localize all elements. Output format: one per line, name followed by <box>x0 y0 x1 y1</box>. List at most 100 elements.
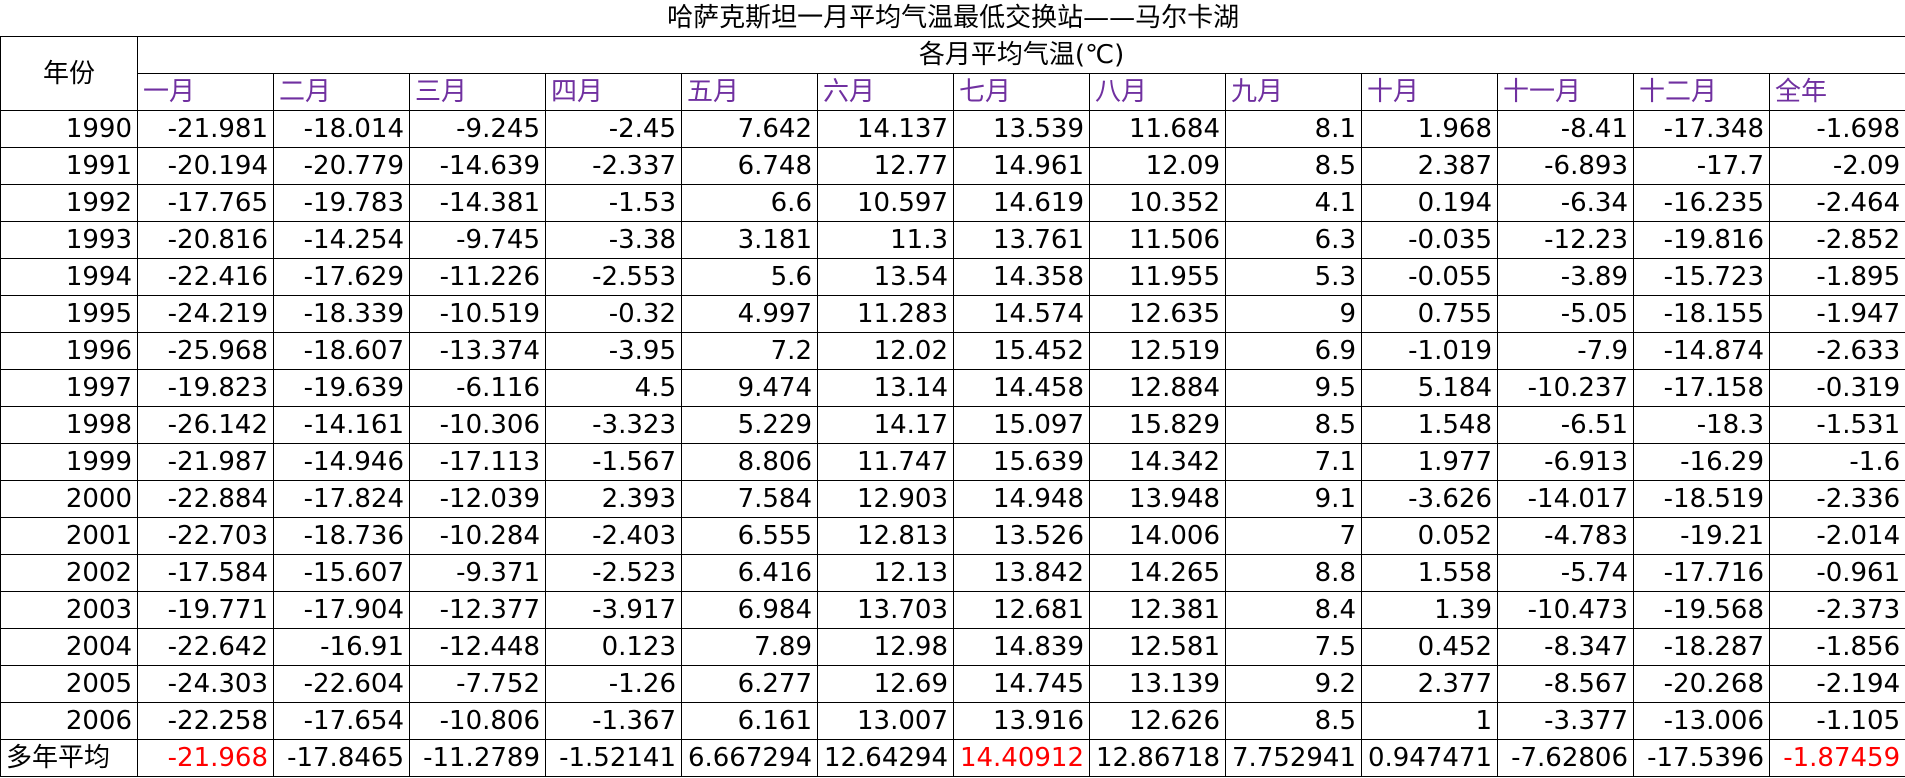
table-cell[interactable]: 11.747 <box>817 443 954 481</box>
average-cell[interactable]: -7.62806 <box>1497 739 1634 777</box>
table-cell[interactable]: 7.642 <box>681 110 818 148</box>
table-cell[interactable]: -4.783 <box>1497 517 1634 555</box>
table-cell[interactable]: 12.98 <box>817 628 954 666</box>
table-cell[interactable]: 4.997 <box>681 295 818 333</box>
table-cell[interactable]: 6.161 <box>681 702 818 740</box>
table-cell[interactable]: -17.716 <box>1633 554 1770 592</box>
table-cell[interactable]: 15.452 <box>953 332 1090 370</box>
table-cell[interactable]: -9.371 <box>409 554 546 592</box>
year-cell[interactable]: 1998 <box>0 406 138 444</box>
table-cell[interactable]: -5.74 <box>1497 554 1634 592</box>
table-cell[interactable]: 0.755 <box>1361 295 1498 333</box>
table-cell[interactable]: 7.2 <box>681 332 818 370</box>
table-cell[interactable]: 8.5 <box>1225 702 1362 740</box>
table-cell[interactable]: -18.607 <box>273 332 410 370</box>
table-cell[interactable]: 12.581 <box>1089 628 1226 666</box>
table-cell[interactable]: -10.473 <box>1497 591 1634 629</box>
table-cell[interactable]: -2.45 <box>545 110 682 148</box>
table-cell[interactable]: 13.139 <box>1089 665 1226 703</box>
year-cell[interactable]: 1990 <box>0 110 138 148</box>
table-cell[interactable]: 14.619 <box>953 184 1090 222</box>
table-cell[interactable]: -14.254 <box>273 221 410 259</box>
table-cell[interactable]: -6.116 <box>409 369 546 407</box>
table-cell[interactable]: -1.105 <box>1768 702 1905 740</box>
table-cell[interactable]: 6.9 <box>1225 332 1362 370</box>
table-cell[interactable]: 13.703 <box>817 591 954 629</box>
average-cell[interactable]: -17.5396 <box>1633 739 1770 777</box>
table-cell[interactable]: -26.142 <box>137 406 274 444</box>
table-cell[interactable]: -0.961 <box>1768 554 1905 592</box>
table-cell[interactable]: -21.981 <box>137 110 274 148</box>
table-cell[interactable]: 8.8 <box>1225 554 1362 592</box>
table-cell[interactable]: -9.245 <box>409 110 546 148</box>
table-cell[interactable]: 14.839 <box>953 628 1090 666</box>
table-cell[interactable]: 9 <box>1225 295 1362 333</box>
table-cell[interactable]: -17.7 <box>1633 147 1770 185</box>
table-cell[interactable]: -9.745 <box>409 221 546 259</box>
table-cell[interactable]: 7.1 <box>1225 443 1362 481</box>
table-cell[interactable]: -2.852 <box>1768 221 1905 259</box>
table-cell[interactable]: -0.035 <box>1361 221 1498 259</box>
table-cell[interactable]: 4.5 <box>545 369 682 407</box>
table-cell[interactable]: -19.639 <box>273 369 410 407</box>
average-cell[interactable]: 0.947471 <box>1361 739 1498 777</box>
year-cell[interactable]: 1992 <box>0 184 138 222</box>
year-cell[interactable]: 2001 <box>0 517 138 555</box>
table-cell[interactable]: -17.629 <box>273 258 410 296</box>
table-cell[interactable]: 11.684 <box>1089 110 1226 148</box>
table-cell[interactable]: 12.884 <box>1089 369 1226 407</box>
table-cell[interactable]: -3.626 <box>1361 480 1498 518</box>
table-cell[interactable]: -1.26 <box>545 665 682 703</box>
average-cell[interactable]: -21.968 <box>137 739 274 777</box>
year-cell[interactable]: 1993 <box>0 221 138 259</box>
table-cell[interactable]: 12.77 <box>817 147 954 185</box>
table-cell[interactable]: -10.237 <box>1497 369 1634 407</box>
table-cell[interactable]: -17.824 <box>273 480 410 518</box>
table-cell[interactable]: -0.32 <box>545 295 682 333</box>
table-cell[interactable]: 13.14 <box>817 369 954 407</box>
table-cell[interactable]: 13.007 <box>817 702 954 740</box>
table-cell[interactable]: -0.055 <box>1361 258 1498 296</box>
table-cell[interactable]: -17.654 <box>273 702 410 740</box>
table-cell[interactable]: 14.17 <box>817 406 954 444</box>
table-cell[interactable]: -12.23 <box>1497 221 1634 259</box>
table-cell[interactable]: -3.95 <box>545 332 682 370</box>
table-cell[interactable]: -19.21 <box>1633 517 1770 555</box>
table-cell[interactable]: 9.1 <box>1225 480 1362 518</box>
table-cell[interactable]: -15.723 <box>1633 258 1770 296</box>
table-cell[interactable]: 13.54 <box>817 258 954 296</box>
table-cell[interactable]: -1.698 <box>1768 110 1905 148</box>
table-cell[interactable]: -2.336 <box>1768 480 1905 518</box>
table-cell[interactable]: 8.806 <box>681 443 818 481</box>
table-cell[interactable]: 7 <box>1225 517 1362 555</box>
table-cell[interactable]: 14.265 <box>1089 554 1226 592</box>
year-cell[interactable]: 2003 <box>0 591 138 629</box>
table-cell[interactable]: 7.584 <box>681 480 818 518</box>
table-cell[interactable]: -7.9 <box>1497 332 1634 370</box>
year-cell[interactable]: 1996 <box>0 332 138 370</box>
average-cell[interactable]: 14.40912 <box>953 739 1090 777</box>
average-cell[interactable]: 12.86718 <box>1089 739 1226 777</box>
table-cell[interactable]: 11.506 <box>1089 221 1226 259</box>
table-cell[interactable]: -22.884 <box>137 480 274 518</box>
table-cell[interactable]: 2.377 <box>1361 665 1498 703</box>
table-cell[interactable]: 6.416 <box>681 554 818 592</box>
table-cell[interactable]: -18.155 <box>1633 295 1770 333</box>
table-cell[interactable]: 1.977 <box>1361 443 1498 481</box>
table-cell[interactable]: -6.913 <box>1497 443 1634 481</box>
table-cell[interactable]: -2.09 <box>1768 147 1905 185</box>
table-cell[interactable]: 0.452 <box>1361 628 1498 666</box>
table-cell[interactable]: 11.3 <box>817 221 954 259</box>
table-cell[interactable]: -25.968 <box>137 332 274 370</box>
table-cell[interactable]: -16.91 <box>273 628 410 666</box>
table-cell[interactable]: -19.783 <box>273 184 410 222</box>
table-cell[interactable]: -13.374 <box>409 332 546 370</box>
table-cell[interactable]: 8.1 <box>1225 110 1362 148</box>
table-cell[interactable]: 6.555 <box>681 517 818 555</box>
year-cell[interactable]: 1997 <box>0 369 138 407</box>
table-cell[interactable]: -14.017 <box>1497 480 1634 518</box>
table-cell[interactable]: 11.955 <box>1089 258 1226 296</box>
table-cell[interactable]: -2.337 <box>545 147 682 185</box>
table-cell[interactable]: -17.158 <box>1633 369 1770 407</box>
table-cell[interactable]: 10.352 <box>1089 184 1226 222</box>
